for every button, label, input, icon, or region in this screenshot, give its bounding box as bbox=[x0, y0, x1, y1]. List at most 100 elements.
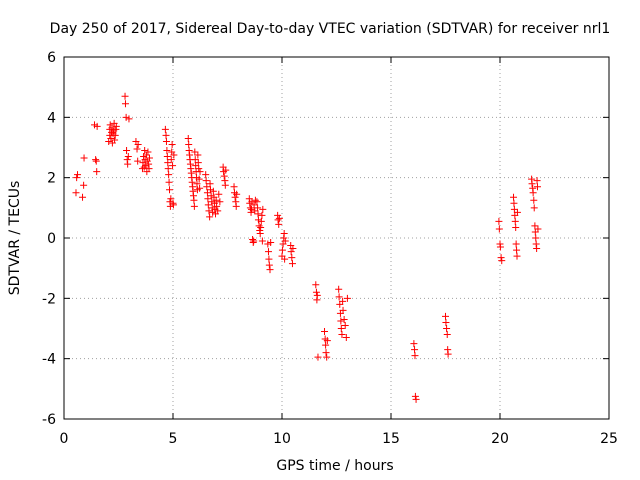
data-point bbox=[412, 395, 420, 403]
data-point bbox=[265, 261, 273, 269]
data-point bbox=[341, 321, 349, 329]
data-point bbox=[411, 346, 419, 354]
data-point bbox=[190, 202, 198, 210]
data-point bbox=[203, 189, 211, 197]
data-point bbox=[259, 205, 267, 213]
data-point bbox=[168, 140, 176, 148]
data-point bbox=[221, 181, 229, 189]
data-point bbox=[111, 131, 119, 139]
y-tick-label: -2 bbox=[42, 291, 56, 307]
data-point bbox=[280, 229, 288, 237]
data-point bbox=[495, 225, 503, 233]
data-point bbox=[496, 243, 504, 251]
data-point bbox=[195, 175, 203, 183]
data-point bbox=[510, 193, 518, 201]
data-point bbox=[510, 199, 518, 207]
data-point bbox=[411, 352, 419, 360]
data-point bbox=[530, 204, 538, 212]
data-point bbox=[312, 288, 320, 296]
data-point bbox=[513, 246, 521, 254]
data-point bbox=[322, 341, 330, 349]
data-point bbox=[288, 254, 296, 262]
x-tick-label: 15 bbox=[382, 431, 400, 447]
data-point bbox=[335, 293, 343, 301]
x-axis-label: GPS time / hours bbox=[276, 458, 393, 474]
data-point bbox=[411, 392, 419, 400]
data-point bbox=[511, 217, 519, 225]
data-point bbox=[246, 204, 254, 212]
data-point bbox=[124, 153, 132, 161]
data-point bbox=[443, 331, 451, 339]
data-point bbox=[125, 115, 133, 123]
y-tick-label: 6 bbox=[47, 50, 56, 66]
data-point bbox=[164, 159, 172, 167]
data-point bbox=[196, 184, 204, 192]
data-point bbox=[167, 195, 175, 203]
data-point bbox=[513, 208, 521, 216]
data-point bbox=[140, 163, 148, 171]
data-point bbox=[196, 168, 204, 176]
data-point bbox=[512, 223, 520, 231]
data-point bbox=[207, 192, 215, 200]
data-point bbox=[510, 205, 518, 213]
data-point bbox=[202, 171, 210, 179]
data-point bbox=[253, 198, 261, 206]
data-point bbox=[258, 237, 266, 245]
data-point bbox=[141, 147, 149, 155]
data-point bbox=[193, 180, 201, 188]
data-point bbox=[142, 151, 150, 159]
data-point bbox=[92, 156, 100, 164]
data-point bbox=[264, 248, 272, 256]
data-point bbox=[216, 198, 224, 206]
data-point bbox=[534, 225, 542, 233]
data-point bbox=[288, 260, 296, 268]
data-point bbox=[167, 156, 175, 164]
data-point bbox=[443, 325, 451, 332]
data-point bbox=[256, 229, 264, 237]
data-point bbox=[323, 353, 331, 361]
data-point bbox=[74, 171, 82, 179]
data-point bbox=[222, 166, 230, 174]
data-point bbox=[163, 153, 171, 161]
data-point bbox=[287, 248, 295, 256]
data-point bbox=[230, 183, 238, 191]
data-point bbox=[163, 147, 171, 155]
data-point bbox=[321, 328, 329, 336]
data-point bbox=[145, 165, 153, 173]
data-point bbox=[122, 113, 130, 121]
data-point bbox=[92, 157, 100, 165]
data-point bbox=[533, 183, 541, 191]
data-point bbox=[134, 157, 142, 165]
data-point bbox=[134, 140, 142, 148]
y-tick-label: -6 bbox=[42, 412, 56, 428]
data-point bbox=[191, 156, 199, 164]
data-point bbox=[513, 252, 521, 260]
data-point bbox=[80, 154, 88, 162]
data-point bbox=[161, 125, 169, 133]
data-point bbox=[195, 165, 203, 173]
data-point bbox=[533, 245, 541, 253]
data-point bbox=[205, 207, 213, 215]
data-point bbox=[497, 254, 505, 262]
data-point bbox=[203, 183, 211, 191]
data-point bbox=[107, 134, 115, 142]
data-point bbox=[206, 186, 214, 194]
data-point bbox=[531, 222, 539, 230]
data-point bbox=[232, 202, 240, 210]
x-tick-label: 25 bbox=[600, 431, 618, 447]
data-point bbox=[209, 187, 217, 195]
data-point bbox=[314, 353, 322, 361]
data-point bbox=[206, 180, 214, 188]
data-point bbox=[72, 189, 80, 197]
y-axis-label: SDTVAR / TECUs bbox=[7, 181, 23, 296]
data-point bbox=[191, 148, 199, 156]
y-tick-label: 4 bbox=[47, 110, 56, 126]
data-point bbox=[93, 168, 101, 176]
data-point bbox=[162, 137, 170, 145]
data-point bbox=[185, 140, 193, 148]
data-point bbox=[233, 190, 241, 198]
plot-frame bbox=[63, 56, 610, 420]
data-point bbox=[249, 236, 257, 244]
data-point bbox=[194, 159, 202, 167]
